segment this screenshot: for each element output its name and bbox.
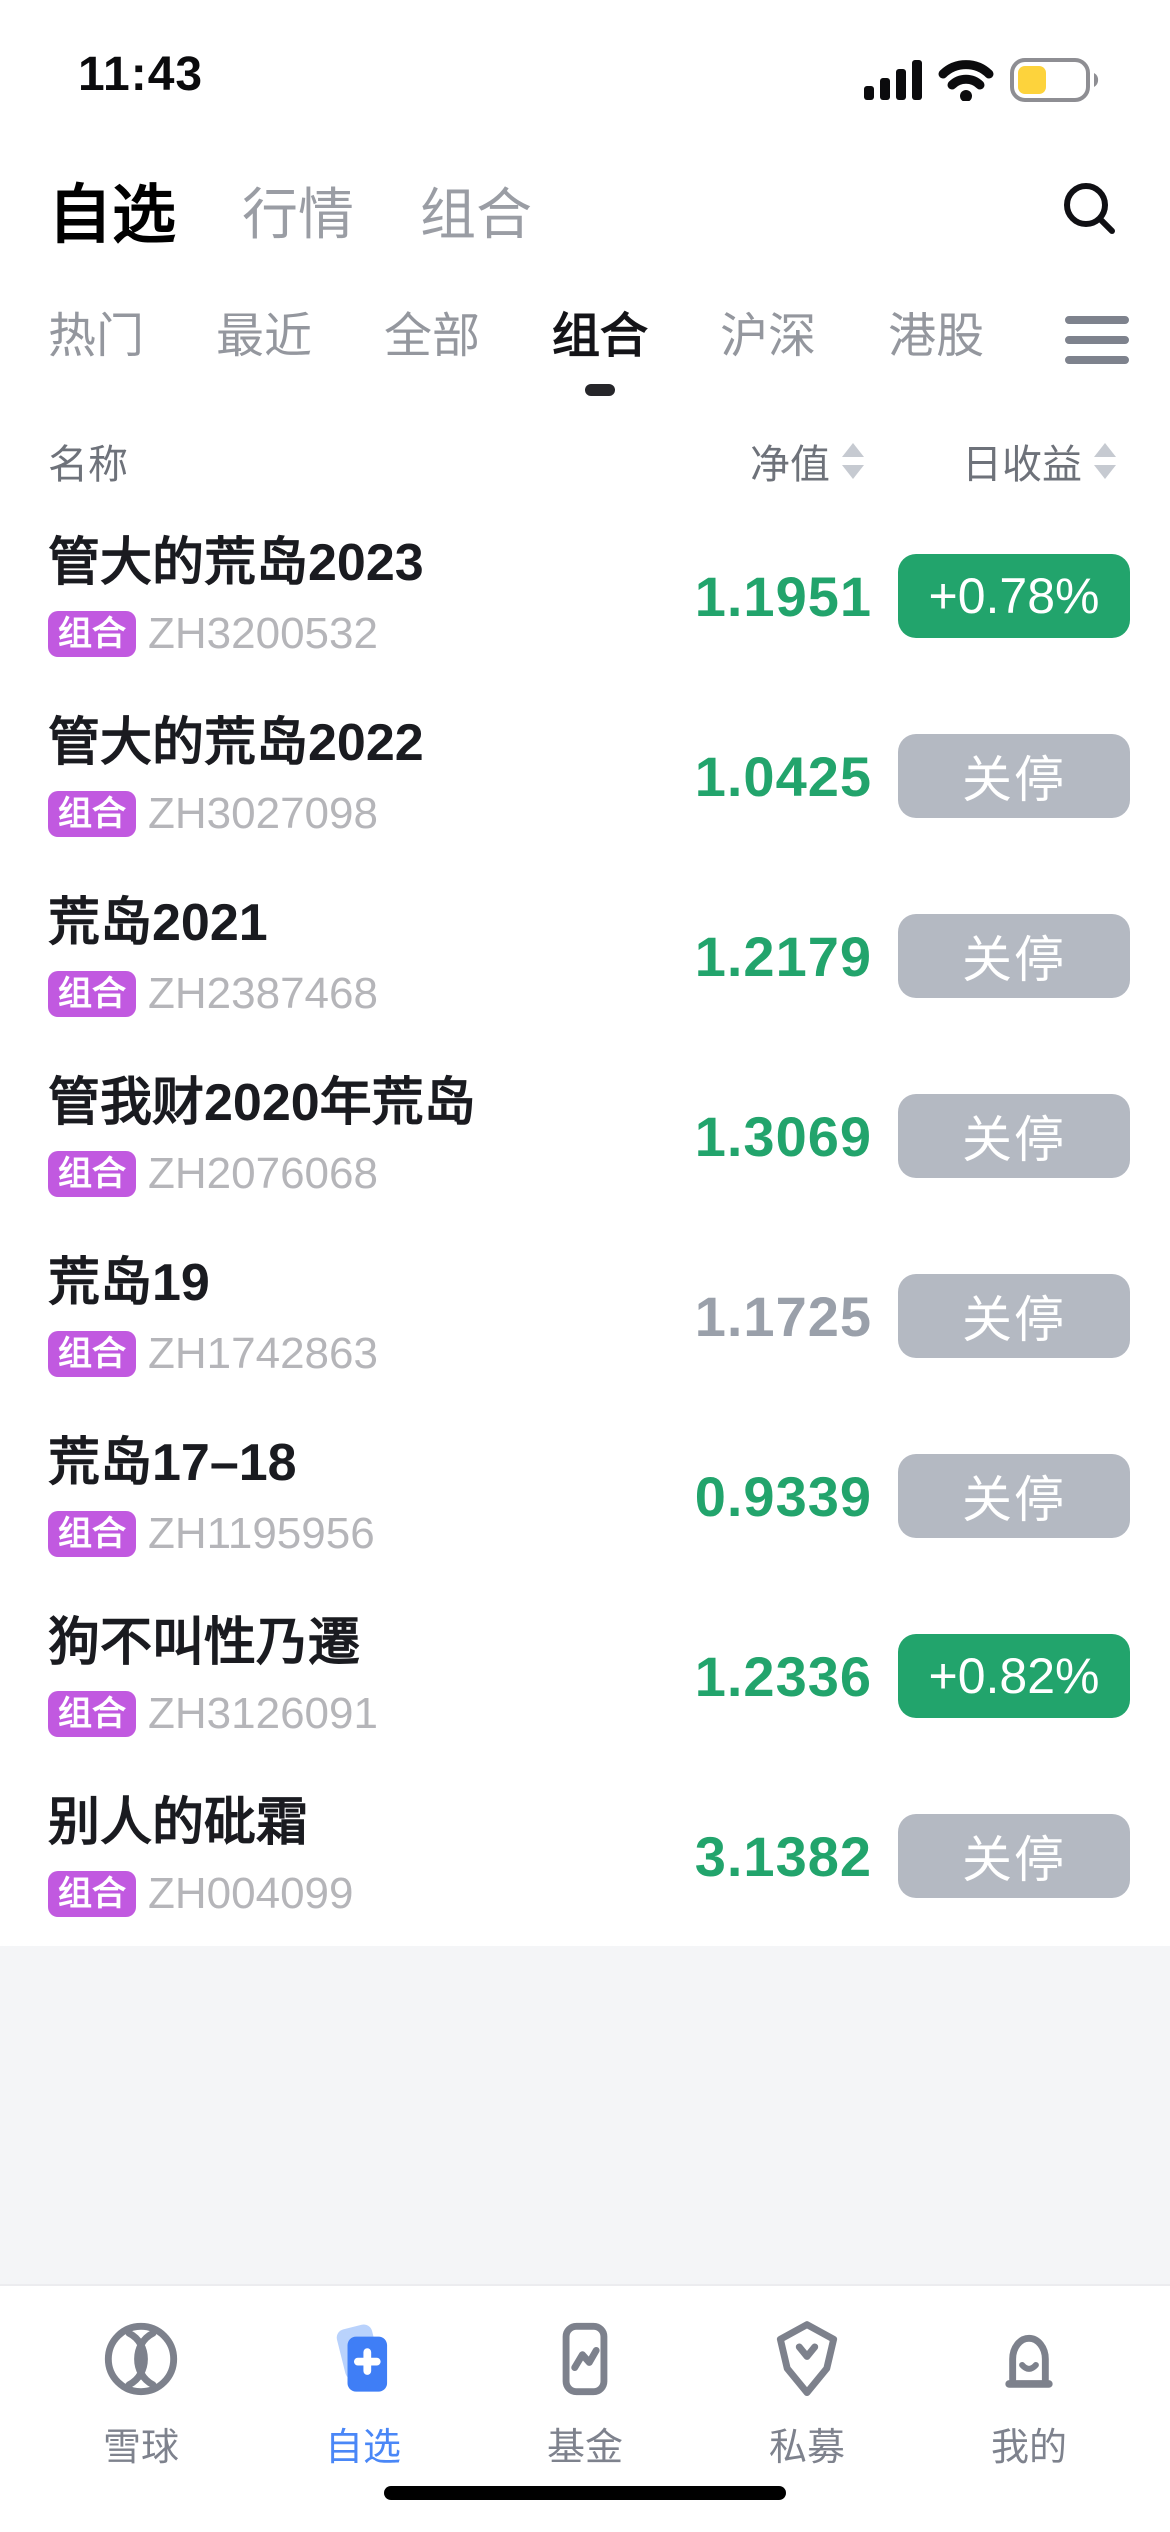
category-tab-strip[interactable]: 热门 最近 全部 组合 沪深 港股 美股 xyxy=(48,300,1058,416)
hamburger-menu-icon xyxy=(1065,316,1129,364)
portfolio-code: ZH1195956 xyxy=(148,1509,375,1558)
column-name: 名称 xyxy=(48,443,128,487)
nav-value: 0.9339 xyxy=(694,1464,872,1528)
tab-hushen[interactable]: 沪深 xyxy=(720,310,817,363)
daily-return-pill[interactable]: +0.78% xyxy=(898,554,1130,638)
tabbar-label: 我的 xyxy=(990,2427,1067,2469)
tab-recent[interactable]: 最近 xyxy=(216,310,313,363)
tabbar-label: 私募 xyxy=(768,2427,845,2469)
nav-value: 1.0425 xyxy=(694,744,872,808)
nav-value: 1.2336 xyxy=(694,1644,872,1708)
tab-us[interactable]: 美股 xyxy=(1056,308,1058,366)
portfolio-type-tag: 组合 xyxy=(48,1331,136,1377)
tab-list-menu-button[interactable] xyxy=(1064,312,1130,368)
portfolio-type-tag: 组合 xyxy=(48,1511,136,1557)
status-bar: 11:43 xyxy=(0,0,1170,110)
nav-tab-quotes[interactable]: 行情 xyxy=(242,182,354,246)
wifi-icon xyxy=(938,60,994,101)
portfolio-type-tag: 组合 xyxy=(48,611,136,657)
main-header: 自选 行情 组合 xyxy=(48,150,1122,270)
nav-tab-portfolio[interactable]: 组合 xyxy=(420,182,532,246)
nav-value: 1.1725 xyxy=(694,1284,872,1348)
tabbar-item-private-funds[interactable]: 私募 xyxy=(696,2316,918,2532)
portfolio-code: ZH2076068 xyxy=(148,1149,378,1198)
tab-portfolio-label: 组合 xyxy=(552,310,649,363)
tabbar-item-funds[interactable]: 基金 xyxy=(474,2316,696,2532)
tabbar-item-xueqiu[interactable]: 雪球 xyxy=(30,2316,252,2532)
daily-return-pill[interactable]: +0.82% xyxy=(898,1634,1130,1718)
portfolio-row[interactable]: 管大的荒岛2022 组合 ZH3027098 1.0425 关停 xyxy=(0,686,1170,866)
private-fund-shield-icon xyxy=(776,2321,838,2396)
status-icons xyxy=(864,58,1104,102)
daily-return-pill[interactable]: 关停 xyxy=(898,1454,1130,1538)
portfolio-row[interactable]: 别人的砒霜 组合 ZH004099 3.1382 关停 xyxy=(0,1766,1170,1946)
tab-portfolio[interactable]: 组合 xyxy=(552,308,649,396)
nav-value: 1.1951 xyxy=(694,564,872,628)
nav-value: 1.2179 xyxy=(694,924,872,988)
portfolio-type-tag: 组合 xyxy=(48,1151,136,1197)
daily-return-pill[interactable]: 关停 xyxy=(898,1814,1130,1898)
portfolio-name: 荒岛2021 xyxy=(48,894,268,952)
watchlist-card-icon xyxy=(336,2324,388,2392)
home-indicator[interactable] xyxy=(384,2486,786,2500)
active-tab-indicator xyxy=(585,384,616,396)
search-icon xyxy=(1064,183,1115,234)
daily-return-pill[interactable]: 关停 xyxy=(898,734,1130,818)
snowball-logo-icon xyxy=(104,2322,178,2396)
portfolio-name: 管我财2020年荒岛 xyxy=(48,1074,476,1132)
portfolio-row[interactable]: 荒岛19 组合 ZH1742863 1.1725 关停 xyxy=(0,1226,1170,1406)
tabbar-label: 自选 xyxy=(324,2427,401,2469)
portfolio-name: 管大的荒岛2023 xyxy=(48,534,424,592)
portfolio-name: 荒岛17–18 xyxy=(48,1434,297,1492)
search-button[interactable] xyxy=(1058,178,1122,242)
empty-area xyxy=(0,1946,1170,2284)
portfolio-code: ZH3126091 xyxy=(148,1689,378,1738)
tabbar-label: 基金 xyxy=(546,2427,623,2469)
portfolio-name: 管大的荒岛2022 xyxy=(48,714,424,772)
nav-tab-watchlist[interactable]: 自选 xyxy=(48,179,176,251)
fund-chart-icon xyxy=(562,2322,608,2396)
portfolio-type-tag: 组合 xyxy=(48,1691,136,1737)
battery-icon xyxy=(1010,58,1099,102)
portfolio-row[interactable]: 狗不叫性乃遷 组合 ZH3126091 1.2336 +0.82% xyxy=(0,1586,1170,1766)
sort-arrows-icon xyxy=(1094,443,1116,479)
portfolio-row[interactable]: 荒岛17–18 组合 ZH1195956 0.9339 关停 xyxy=(0,1406,1170,1586)
portfolio-row[interactable]: 管大的荒岛2023 组合 ZH3200532 1.1951 +0.78% xyxy=(0,506,1170,686)
profile-person-icon xyxy=(1005,2334,1053,2388)
tabbar-item-profile[interactable]: 我的 xyxy=(918,2316,1140,2532)
status-time: 11:43 xyxy=(78,48,204,101)
list-column-headers: 名称 净值 日收益 xyxy=(48,428,1118,487)
tabbar-item-watchlist[interactable]: 自选 xyxy=(252,2316,474,2532)
daily-return-pill[interactable]: 关停 xyxy=(898,1094,1130,1178)
nav-value: 1.3069 xyxy=(694,1104,872,1168)
column-daily-label: 日收益 xyxy=(962,443,1082,487)
portfolio-name: 荒岛19 xyxy=(48,1254,210,1312)
tab-all[interactable]: 全部 xyxy=(384,310,481,363)
column-nav-sort[interactable]: 净值 xyxy=(750,432,866,490)
portfolio-row[interactable]: 荒岛2021 组合 ZH2387468 1.2179 关停 xyxy=(0,866,1170,1046)
portfolio-type-tag: 组合 xyxy=(48,791,136,837)
portfolio-code: ZH004099 xyxy=(148,1869,354,1918)
portfolio-type-tag: 组合 xyxy=(48,1871,136,1917)
portfolio-list: 管大的荒岛2023 组合 ZH3200532 1.1951 +0.78% 管大的… xyxy=(0,506,1170,1946)
tabbar-label: 雪球 xyxy=(102,2427,179,2469)
tab-hk[interactable]: 港股 xyxy=(888,310,985,363)
portfolio-code: ZH2387468 xyxy=(148,969,378,1018)
portfolio-row[interactable]: 管我财2020年荒岛 组合 ZH2076068 1.3069 关停 xyxy=(0,1046,1170,1226)
daily-return-pill[interactable]: 关停 xyxy=(898,914,1130,998)
tab-hot[interactable]: 热门 xyxy=(48,310,145,363)
category-tabs: 热门 最近 全部 组合 沪深 港股 美股 xyxy=(0,300,1170,416)
cellular-signal-icon xyxy=(864,60,922,100)
portfolio-code: ZH3027098 xyxy=(148,789,378,838)
portfolio-type-tag: 组合 xyxy=(48,971,136,1017)
nav-value: 3.1382 xyxy=(694,1824,872,1888)
column-daily-sort[interactable]: 日收益 xyxy=(962,432,1118,490)
daily-return-pill[interactable]: 关停 xyxy=(898,1274,1130,1358)
column-nav-label: 净值 xyxy=(750,443,830,487)
portfolio-code: ZH1742863 xyxy=(148,1329,378,1378)
portfolio-name: 狗不叫性乃遷 xyxy=(48,1614,361,1672)
portfolio-name: 别人的砒霜 xyxy=(48,1794,309,1852)
portfolio-code: ZH3200532 xyxy=(148,609,378,658)
sort-arrows-icon xyxy=(842,443,864,479)
